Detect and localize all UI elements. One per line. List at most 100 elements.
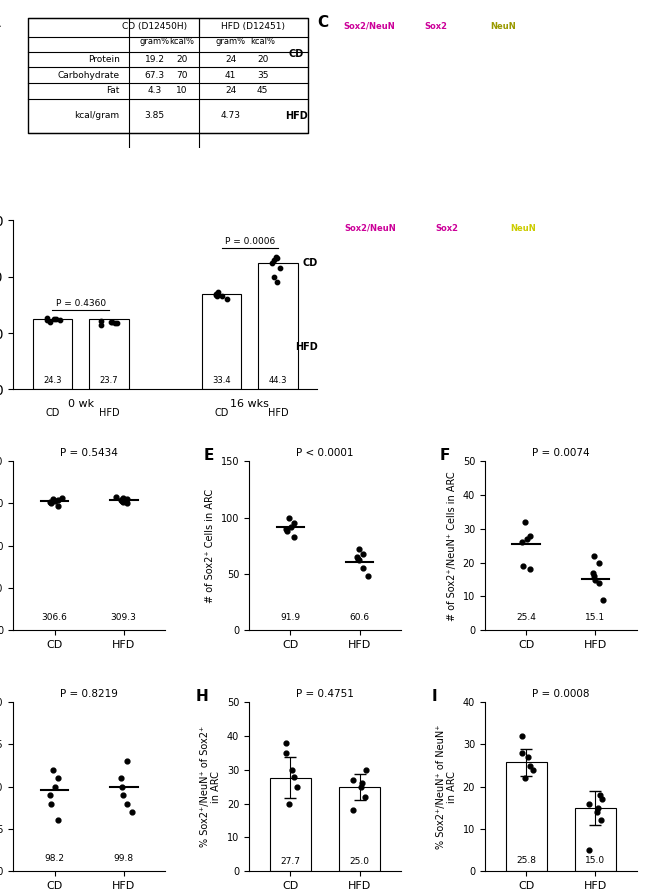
- Point: [289, 530, 299, 544]
- Point: [96, 314, 106, 328]
- Point: [284, 510, 294, 525]
- Bar: [506, 762, 547, 871]
- Text: 24: 24: [225, 55, 236, 64]
- Text: C: C: [317, 15, 328, 30]
- Point: [584, 797, 594, 811]
- Text: Sox2: Sox2: [424, 21, 448, 31]
- Point: [111, 490, 122, 504]
- Point: [53, 771, 63, 785]
- Text: HFD: HFD: [268, 408, 288, 418]
- Point: [525, 758, 535, 773]
- Text: kcal%: kcal%: [250, 36, 275, 46]
- Y-axis label: % Sox2⁺/NeuN⁺ of Sox2⁺
in ARC: % Sox2⁺/NeuN⁺ of Sox2⁺ in ARC: [200, 726, 221, 847]
- Point: [53, 813, 63, 828]
- Point: [291, 780, 302, 794]
- Text: CD: CD: [302, 258, 317, 268]
- Point: [348, 773, 358, 787]
- Text: 15.1: 15.1: [586, 613, 606, 621]
- Title: P = 0.5434: P = 0.5434: [60, 448, 118, 458]
- Point: [590, 573, 601, 587]
- Text: 10: 10: [176, 86, 188, 95]
- Bar: [339, 787, 380, 871]
- Point: [584, 843, 595, 857]
- Point: [519, 771, 530, 785]
- Text: Sox2/NeuN: Sox2/NeuN: [343, 21, 395, 31]
- Text: gram%: gram%: [216, 36, 246, 46]
- Text: 44.3: 44.3: [268, 376, 287, 385]
- Point: [222, 292, 233, 307]
- Point: [211, 289, 222, 303]
- Point: [122, 754, 133, 768]
- Text: 19.2: 19.2: [144, 55, 164, 64]
- Text: I: I: [432, 689, 437, 703]
- Point: [57, 492, 68, 506]
- Text: 70: 70: [176, 71, 188, 80]
- Point: [593, 801, 604, 815]
- Title: P = 0.8219: P = 0.8219: [60, 689, 118, 699]
- Point: [53, 493, 63, 508]
- Title: P < 0.0001: P < 0.0001: [296, 448, 354, 458]
- Point: [516, 729, 526, 743]
- Point: [46, 496, 56, 510]
- Point: [354, 553, 365, 567]
- Text: Carbohydrate: Carbohydrate: [57, 71, 120, 80]
- Text: P = 0.4360: P = 0.4360: [56, 299, 106, 308]
- Point: [51, 312, 62, 326]
- Point: [96, 317, 107, 332]
- Point: [595, 788, 605, 802]
- Text: Sox2/NeuN: Sox2/NeuN: [344, 224, 396, 233]
- Point: [112, 316, 122, 330]
- Point: [116, 493, 126, 508]
- Text: 25.4: 25.4: [516, 613, 536, 621]
- Point: [272, 252, 282, 266]
- Text: CD: CD: [46, 408, 60, 418]
- Point: [517, 559, 528, 573]
- Point: [50, 780, 60, 794]
- Point: [45, 788, 55, 802]
- Point: [42, 313, 52, 327]
- Text: 67.3: 67.3: [144, 71, 164, 80]
- Point: [525, 563, 535, 577]
- Point: [362, 569, 372, 583]
- Point: [270, 250, 281, 264]
- Text: 25.0: 25.0: [350, 857, 370, 866]
- Y-axis label: # of Sox2⁺/NeuN⁺ Cells in ARC: # of Sox2⁺/NeuN⁺ Cells in ARC: [447, 471, 457, 621]
- Text: 91.9: 91.9: [280, 613, 300, 621]
- Point: [598, 593, 608, 607]
- Text: 15.0: 15.0: [586, 856, 606, 865]
- Point: [280, 735, 291, 749]
- Bar: [89, 319, 129, 389]
- Point: [358, 776, 368, 790]
- Text: HFD: HFD: [285, 111, 307, 121]
- Point: [122, 496, 132, 510]
- Point: [107, 315, 118, 329]
- Point: [593, 576, 604, 590]
- Point: [269, 252, 280, 267]
- Point: [595, 813, 606, 828]
- Point: [117, 494, 127, 509]
- Title: P = 0.4751: P = 0.4751: [296, 689, 354, 699]
- Point: [118, 788, 129, 802]
- Point: [286, 519, 296, 533]
- Point: [358, 547, 369, 561]
- Y-axis label: # of Sox2⁺ Cells in ARC: # of Sox2⁺ Cells in ARC: [205, 489, 215, 603]
- Text: 35: 35: [257, 71, 268, 80]
- Text: 25.8: 25.8: [516, 856, 536, 865]
- Text: gram%: gram%: [140, 36, 170, 46]
- Point: [289, 769, 299, 783]
- Text: 4.3: 4.3: [148, 86, 162, 95]
- Text: Sox2: Sox2: [436, 224, 458, 233]
- Bar: [575, 808, 616, 871]
- Point: [358, 561, 368, 575]
- Point: [122, 493, 133, 507]
- Text: Protein: Protein: [88, 55, 120, 64]
- Point: [118, 495, 129, 509]
- Point: [590, 549, 600, 563]
- Point: [516, 746, 526, 760]
- Point: [280, 746, 291, 760]
- Point: [48, 493, 58, 507]
- Point: [116, 771, 126, 785]
- Point: [287, 763, 297, 777]
- Point: [283, 797, 294, 811]
- Title: P = 0.0074: P = 0.0074: [532, 448, 590, 458]
